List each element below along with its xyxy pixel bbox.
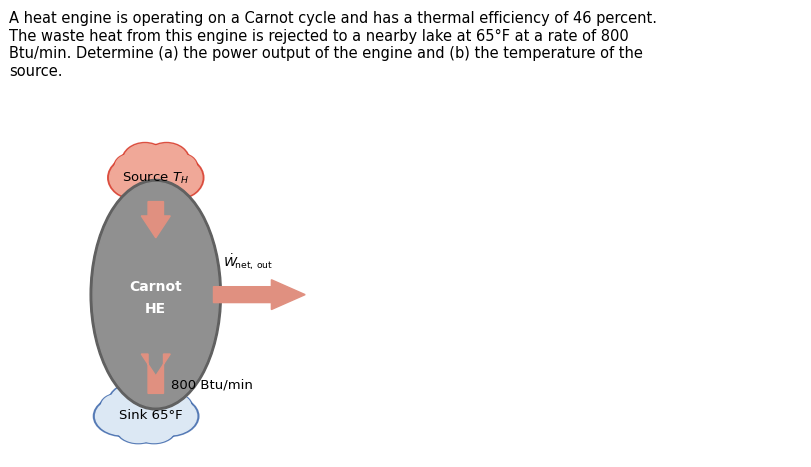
Ellipse shape (101, 394, 135, 417)
Ellipse shape (152, 158, 202, 198)
Ellipse shape (114, 153, 148, 180)
Text: 800 Btu/min: 800 Btu/min (171, 378, 253, 391)
Ellipse shape (133, 414, 175, 443)
Ellipse shape (144, 142, 190, 180)
Ellipse shape (123, 144, 166, 178)
Ellipse shape (131, 413, 177, 444)
Ellipse shape (155, 393, 192, 418)
Ellipse shape (100, 393, 137, 418)
Polygon shape (213, 280, 305, 310)
Ellipse shape (125, 150, 187, 200)
Ellipse shape (145, 144, 188, 178)
Ellipse shape (164, 153, 198, 180)
Ellipse shape (122, 142, 168, 180)
Ellipse shape (116, 413, 161, 444)
Ellipse shape (142, 397, 196, 435)
Ellipse shape (115, 155, 146, 179)
Text: HE: HE (145, 302, 166, 316)
Ellipse shape (93, 396, 153, 437)
Polygon shape (141, 202, 170, 238)
Polygon shape (141, 354, 170, 393)
Ellipse shape (165, 155, 196, 179)
Text: Sink 65°F: Sink 65°F (119, 410, 182, 423)
Ellipse shape (108, 156, 162, 199)
Ellipse shape (93, 183, 218, 407)
Text: $\dot{W}_{\!\mathrm{net,\,out}}$: $\dot{W}_{\!\mathrm{net,\,out}}$ (223, 253, 273, 273)
Ellipse shape (157, 394, 191, 417)
Text: Source $T_H$: Source $T_H$ (122, 171, 189, 186)
Ellipse shape (149, 156, 204, 199)
Ellipse shape (122, 149, 190, 202)
Ellipse shape (142, 174, 183, 207)
Ellipse shape (96, 397, 151, 435)
Ellipse shape (110, 384, 158, 417)
Ellipse shape (109, 383, 160, 418)
Ellipse shape (132, 383, 183, 418)
Ellipse shape (109, 158, 160, 198)
Ellipse shape (130, 175, 168, 206)
Text: Carnot: Carnot (130, 280, 182, 294)
Ellipse shape (112, 391, 180, 437)
Ellipse shape (139, 396, 199, 437)
Ellipse shape (144, 175, 182, 206)
Ellipse shape (109, 389, 183, 439)
Ellipse shape (118, 414, 159, 443)
Ellipse shape (135, 384, 182, 417)
Ellipse shape (128, 174, 169, 207)
Text: A heat engine is operating on a Carnot cycle and has a thermal efficiency of 46 : A heat engine is operating on a Carnot c… (9, 11, 657, 78)
Ellipse shape (90, 179, 221, 410)
